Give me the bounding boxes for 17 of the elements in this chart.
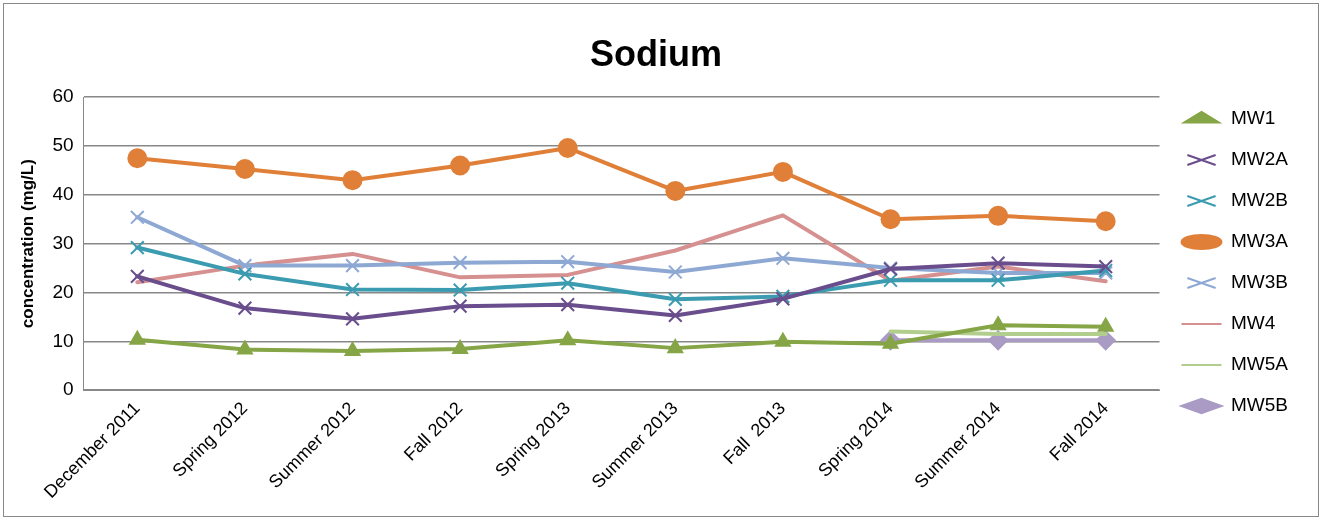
legend-label: MW2A <box>1231 148 1289 170</box>
y-tick-label: 30 <box>52 231 74 253</box>
chart-title: Sodium <box>590 32 722 74</box>
legend-label: MW1 <box>1231 107 1276 129</box>
y-tick-label: 50 <box>52 134 74 156</box>
legend-label: MW3B <box>1231 271 1288 293</box>
legend-label: MW5B <box>1231 394 1288 416</box>
legend-label: MW3A <box>1231 230 1289 252</box>
y-tick-label: 60 <box>52 85 74 107</box>
legend-label: MW4 <box>1231 312 1276 334</box>
y-tick-label: 20 <box>52 280 74 302</box>
y-tick-label: 10 <box>52 329 74 351</box>
legend-label: MW5A <box>1231 353 1289 375</box>
legend-label: MW2B <box>1231 189 1288 211</box>
y-tick-label: 40 <box>52 183 74 205</box>
y-tick-label: 0 <box>62 378 74 400</box>
y-axis-title: concentration (mg/L) <box>17 159 37 329</box>
